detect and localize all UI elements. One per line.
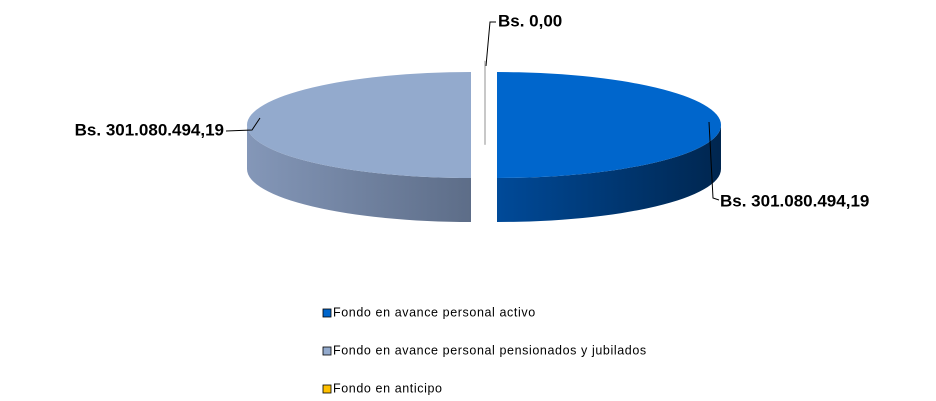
- pie-slice-side: [497, 125, 721, 222]
- leader-line: [225, 117, 261, 132]
- pie-slice-side: [247, 125, 471, 222]
- value-label: Bs. 301.080.494,19: [720, 191, 869, 210]
- legend-label: Fondo en anticipo: [333, 381, 443, 395]
- legend-swatch: [322, 346, 332, 356]
- legend-label: Fondo en avance personal pensionados y j…: [333, 343, 647, 357]
- value-label: Bs. 301.080.494,19: [75, 120, 224, 139]
- legend-swatch: [322, 308, 332, 318]
- leader-line: [485, 21, 496, 67]
- pie-slice: [497, 72, 721, 178]
- legend-swatch: [322, 384, 332, 394]
- legend-label: Fondo en avance personal activo: [333, 305, 536, 319]
- value-label: Bs. 0,00: [498, 11, 562, 30]
- leader-line: [708, 121, 720, 201]
- pie-slice: [247, 72, 471, 178]
